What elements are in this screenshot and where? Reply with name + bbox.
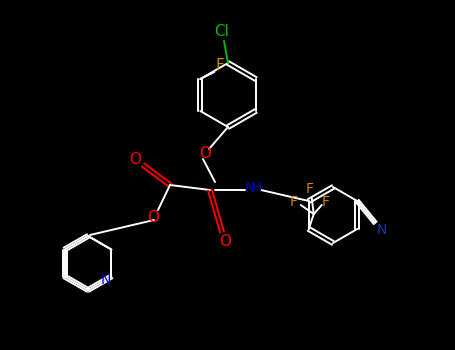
Text: F: F xyxy=(216,58,225,74)
Text: Cl: Cl xyxy=(215,25,229,40)
Text: F: F xyxy=(290,195,298,209)
Text: H: H xyxy=(252,181,262,195)
Text: N: N xyxy=(377,223,388,237)
Text: O: O xyxy=(129,152,141,167)
Text: O: O xyxy=(219,234,231,250)
Text: N: N xyxy=(245,181,255,195)
Text: N: N xyxy=(100,273,111,287)
Text: O: O xyxy=(199,146,211,161)
Text: F: F xyxy=(306,182,314,196)
Text: O: O xyxy=(147,210,159,225)
Text: F: F xyxy=(322,195,330,209)
